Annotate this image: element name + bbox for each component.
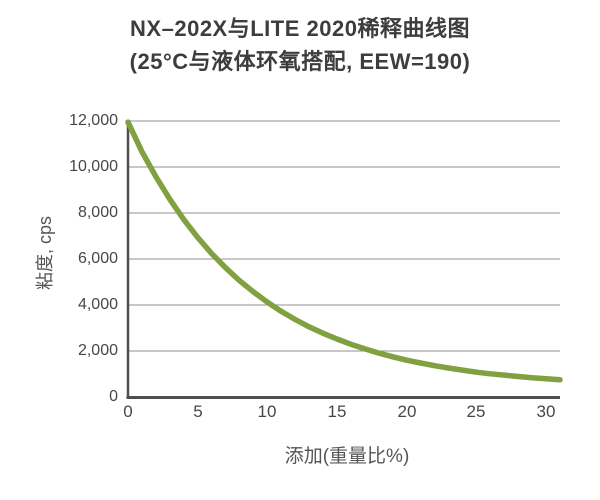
x-axis-title: 添加(重量比%) (284, 446, 410, 467)
chart-title: NX–202X与LITE 2020稀释曲线图 (25°C与液体环氧搭配, EEW… (0, 12, 600, 78)
y-tick-0: 0 (109, 388, 118, 405)
x-tick-5: 5 (193, 402, 203, 421)
y-tick-4000: 4,000 (77, 296, 118, 313)
chart-title-line1: NX–202X与LITE 2020稀释曲线图 (130, 16, 470, 41)
dilution-curve-line (125, 119, 563, 383)
x-tick-15: 15 (327, 402, 347, 421)
y-axis-title: 粘度, cps (35, 215, 55, 291)
x-tick-20: 20 (397, 402, 417, 421)
x-tick-30: 30 (536, 402, 556, 421)
y-tick-12000: 12,000 (69, 112, 118, 129)
x-tick-25: 25 (466, 402, 486, 421)
y-tick-6000: 6,000 (77, 250, 118, 267)
y-tick-10000: 10,000 (69, 158, 118, 175)
y-tick-2000: 2,000 (77, 342, 118, 359)
chart-title-line2: (25°C与液体环氧搭配, EEW=190) (129, 49, 471, 74)
x-tick-10: 10 (257, 402, 277, 421)
x-tick-0: 0 (123, 402, 133, 421)
y-tick-8000: 8,000 (77, 204, 118, 221)
